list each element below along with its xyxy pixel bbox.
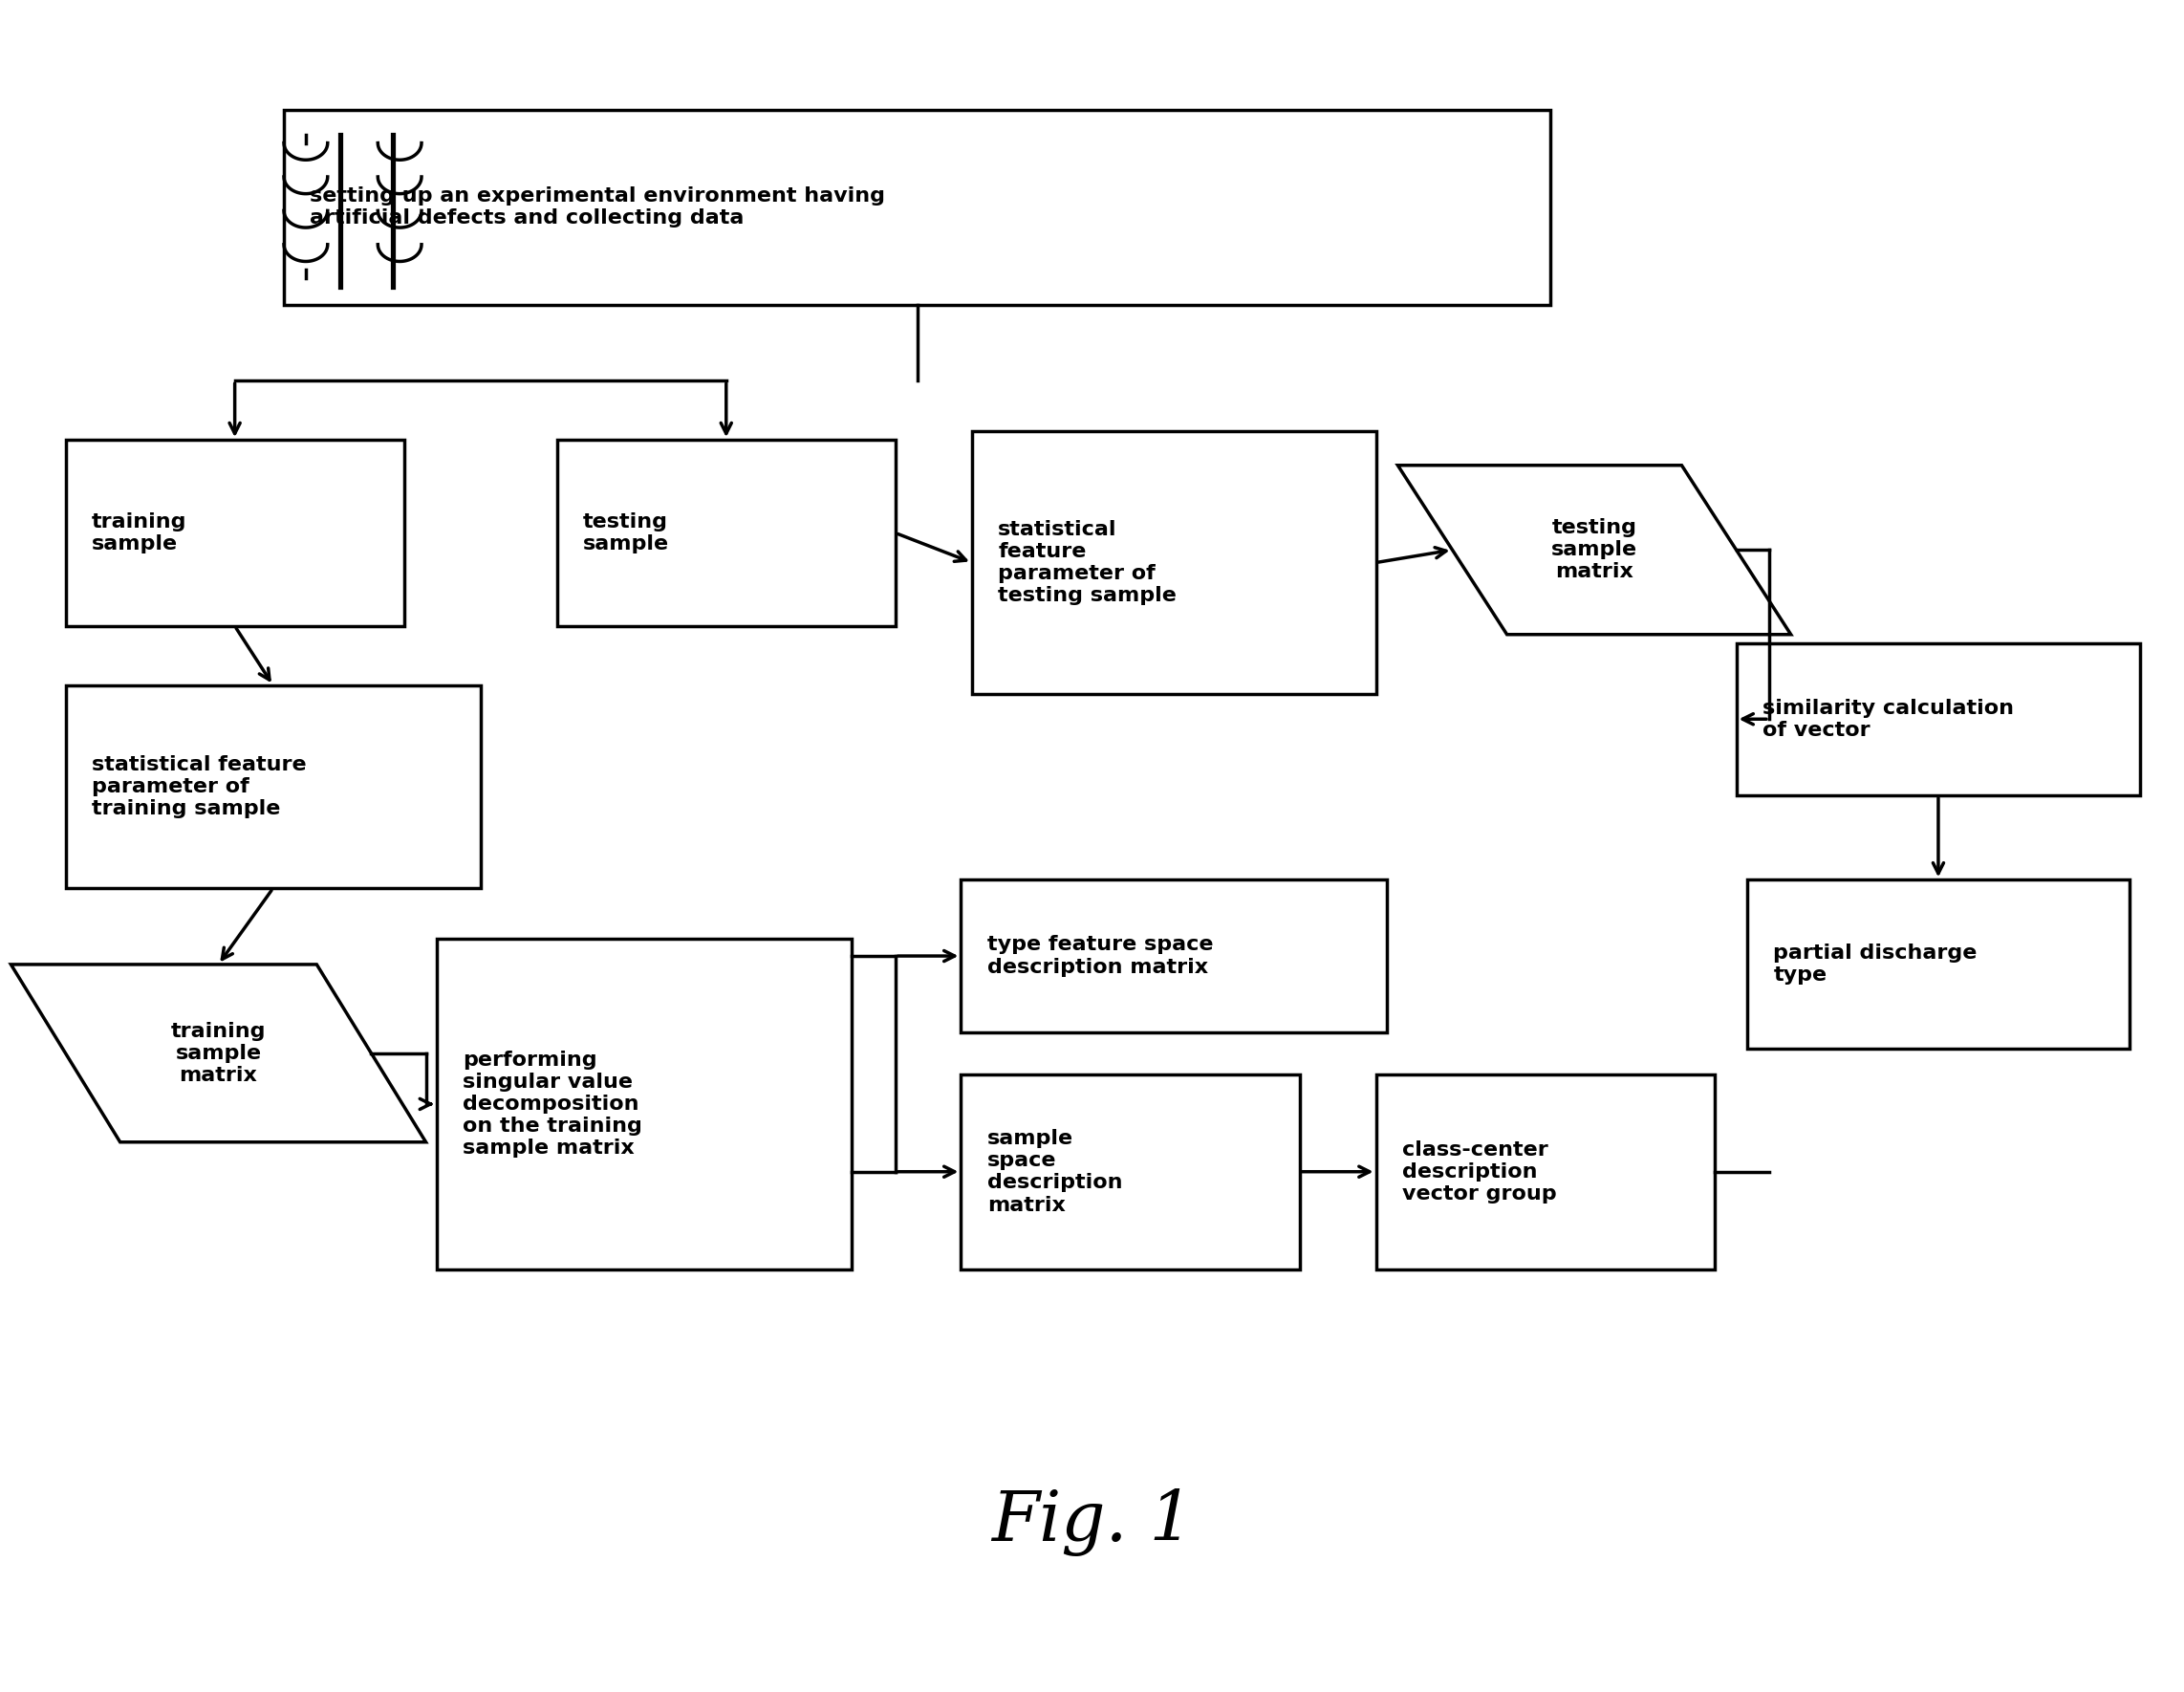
Text: statistical
feature
parameter of
testing sample: statistical feature parameter of testing… <box>998 519 1177 606</box>
Polygon shape <box>1398 465 1791 634</box>
Text: type feature space
description matrix: type feature space description matrix <box>987 936 1214 976</box>
Text: partial discharge
type: partial discharge type <box>1773 944 1977 985</box>
Bar <box>66 685 480 888</box>
Bar <box>972 431 1376 694</box>
Text: testing
sample: testing sample <box>583 513 668 553</box>
Text: training
sample: training sample <box>92 513 188 553</box>
Bar <box>284 110 1551 305</box>
Bar <box>437 939 852 1269</box>
Bar <box>1747 880 2129 1049</box>
Text: sample
space
description
matrix: sample space description matrix <box>987 1129 1123 1215</box>
Polygon shape <box>11 964 426 1142</box>
Text: training
sample
matrix: training sample matrix <box>170 1022 266 1085</box>
Bar <box>1376 1074 1714 1269</box>
Text: testing
sample
matrix: testing sample matrix <box>1551 518 1638 582</box>
Bar <box>961 1074 1299 1269</box>
Text: class-center
description
vector group: class-center description vector group <box>1402 1140 1557 1203</box>
Bar <box>66 440 404 626</box>
Text: performing
singular value
decomposition
on the training
sample matrix: performing singular value decomposition … <box>463 1051 642 1157</box>
Text: similarity calculation
of vector: similarity calculation of vector <box>1762 699 2014 739</box>
Text: statistical feature
parameter of
training sample: statistical feature parameter of trainin… <box>92 755 306 819</box>
Bar <box>1736 643 2140 795</box>
Text: setting up an experimental environment having
artificial defects and collecting : setting up an experimental environment h… <box>310 186 885 228</box>
Bar <box>961 880 1387 1032</box>
Bar <box>557 440 895 626</box>
Text: Fig. 1: Fig. 1 <box>992 1489 1192 1557</box>
